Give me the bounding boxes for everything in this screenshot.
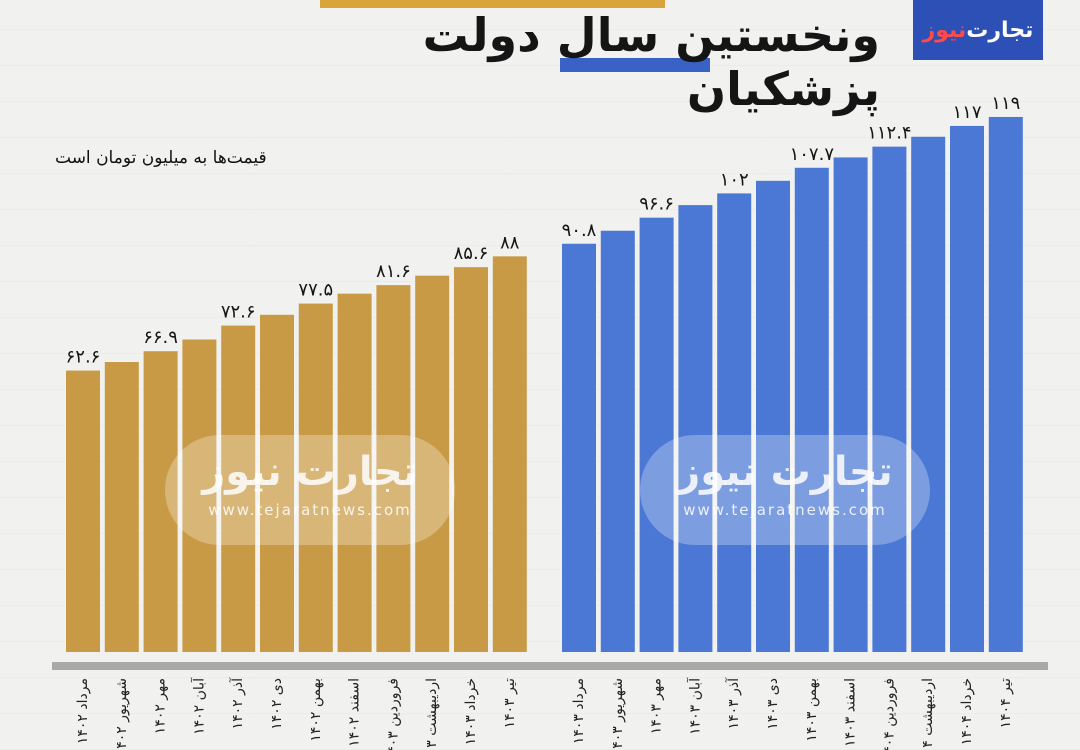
data-label: ۸۱.۶ [376,261,411,282]
category-label: مهر ۱۴۰۲ [153,678,169,734]
bar [376,285,411,652]
bar [872,146,907,652]
category-label: دی ۱۴۰۳ [765,678,781,730]
bar [182,339,217,652]
data-label: ۸۵.۶ [454,243,489,264]
data-label: ۷۷.۵ [298,280,333,301]
category-label: مهر ۱۴۰۳ [649,678,665,734]
category-label: اسفند ۱۴۰۳ [843,678,859,747]
bar [950,125,984,652]
data-label: ۹۰.۸ [562,220,597,241]
data-label: ۹۶.۶ [639,194,674,215]
data-label: ۱۰۷.۷ [790,144,835,165]
title-accent-bar [320,0,665,8]
data-label: ۱۱۷ [952,102,981,123]
data-label: ۸۸ [500,232,520,253]
category-label: آذر ۱۴۰۳ [725,677,742,730]
watermark-url: www.tejaratnews.com [208,501,412,519]
bar [66,370,100,652]
data-label: ۷۲.۶ [221,302,256,323]
category-label: بهمن ۱۴۰۲ [308,678,324,742]
bar [717,193,752,652]
unit-note: قیمت‌ها به میلیون تومان است [55,148,267,168]
bar [911,136,946,652]
bar [143,351,178,652]
bar [794,167,829,652]
chart-title: ونخستین سال دولت پزشکیان [422,8,881,116]
watermark-right: تجارت نیوز www.tejaratnews.com [640,435,930,545]
category-label: شهریور ۱۴۰۲ [114,678,130,750]
bar [492,256,527,652]
data-label: ۱۱۹ [991,93,1020,114]
x-axis-bar [52,662,1048,670]
watermark-logo: تجارت نیوز [202,449,418,495]
category-label: مرداد ۱۴۰۲ [75,678,91,744]
bar [337,293,372,652]
category-label: آبان ۱۴۰۳ [686,677,703,735]
category-label: دی ۱۴۰۲ [269,678,285,730]
watermark-logo: تجارت نیوز [677,449,893,495]
bar [678,205,713,652]
bar [415,275,450,652]
category-label: اردیبهشت ۱۴۰۳ [424,678,440,750]
logo-part-2: نیوز [922,17,967,43]
data-label: ۶۶.۹ [143,327,178,348]
bar [454,267,488,652]
bar [833,157,868,652]
watermark-left: تجارت نیوز www.tejaratnews.com [165,435,455,545]
category-label: اسفند ۱۴۰۲ [347,678,363,747]
bar [600,230,635,652]
brand-logo: تجارت نیوز [913,0,1043,60]
bar [988,116,1023,652]
logo-part-1: تجارت [966,17,1034,43]
bar [562,243,596,653]
category-label: اردیبهشت ۱۴۰۴ [920,678,936,750]
title-highlight [560,58,710,72]
category-label: فروردین ۱۴۰۴ [881,678,897,750]
category-label: آبان ۱۴۰۲ [190,677,207,735]
data-label: ۱۱۲.۴ [867,123,911,144]
category-label: بهمن ۱۴۰۳ [804,678,820,742]
bar [221,325,256,652]
bar [298,303,333,652]
bar [104,362,139,652]
category-label: فروردین ۱۴۰۳ [385,678,401,750]
category-label: شهریور ۱۴۰۳ [610,678,626,750]
data-label: ۶۲.۶ [66,347,101,368]
category-label: مرداد ۱۴۰۳ [571,678,587,744]
category-label: تیر ۱۴۰۳ [502,678,518,728]
title-area: ونخستین سال دولت پزشکیان [230,0,881,116]
category-label: آذر ۱۴۰۲ [229,677,246,730]
bar [639,217,674,652]
category-label: خرداد ۱۴۰۴ [959,678,975,745]
category-label: تیر ۱۴۰۴ [998,678,1014,728]
bar [260,314,294,652]
category-label: خرداد ۱۴۰۳ [463,678,479,745]
data-label: ۱۰۲ [720,169,749,190]
watermark-url: www.tejaratnews.com [683,501,887,519]
bar [756,180,790,652]
